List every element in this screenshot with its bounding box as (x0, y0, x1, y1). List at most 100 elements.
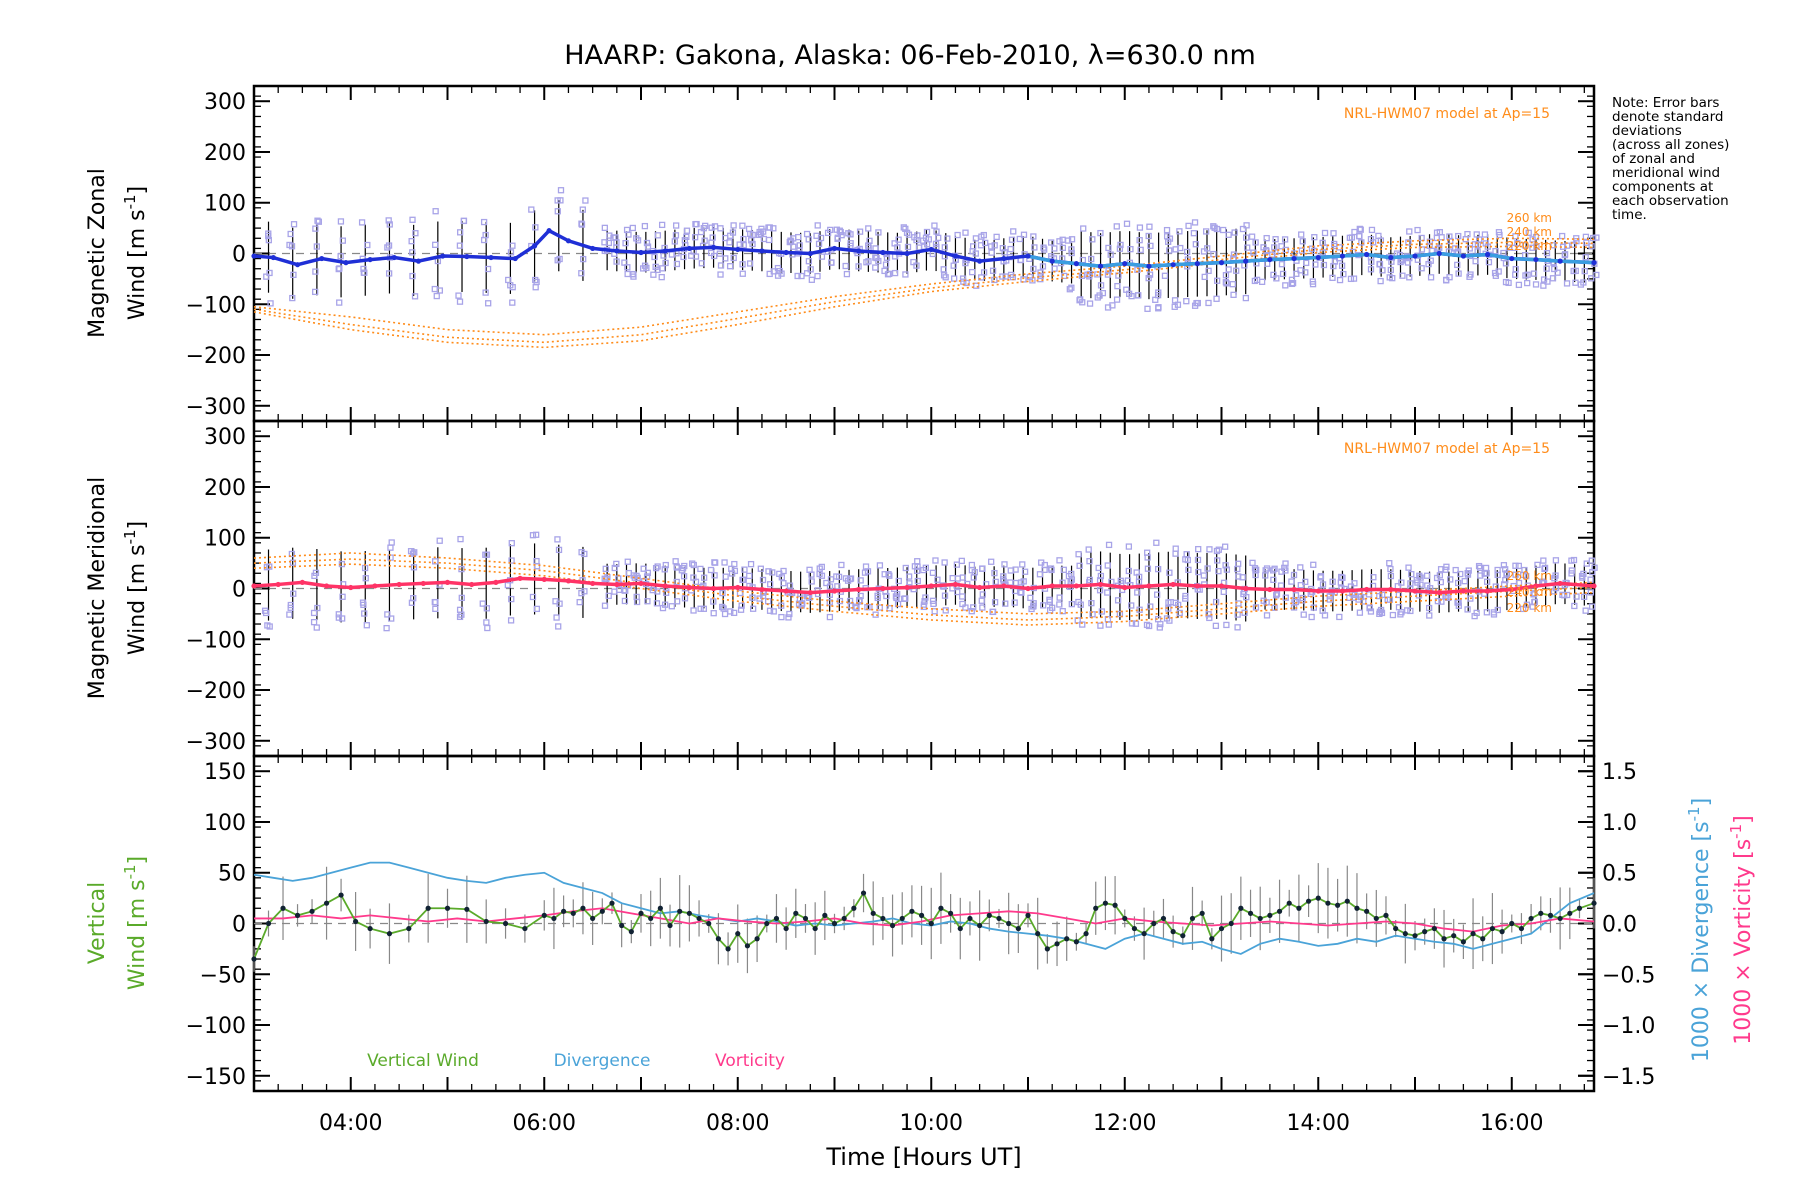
raw-point (1195, 568, 1202, 576)
raw-point (1203, 228, 1210, 235)
raw-point (554, 197, 561, 204)
raw-point (1379, 267, 1386, 274)
raw-point (1288, 276, 1296, 283)
raw-point (826, 599, 833, 606)
data-point (1267, 912, 1273, 918)
raw-point (1229, 281, 1236, 288)
raw-point (786, 582, 794, 589)
raw-point (1529, 244, 1536, 251)
raw-point (1481, 231, 1489, 238)
raw-point (1418, 246, 1426, 253)
raw-point (786, 610, 793, 618)
right-label-text: 1000 × Divergence (1689, 848, 1714, 1062)
data-point (1557, 258, 1563, 264)
raw-point (411, 549, 418, 556)
raw-point (1512, 571, 1519, 578)
raw-point (721, 559, 728, 566)
raw-point (1336, 613, 1343, 621)
data-point (904, 250, 910, 257)
note-line: meridional wind (1612, 165, 1720, 181)
raw-point (613, 258, 620, 265)
raw-point (1194, 556, 1202, 564)
raw-point (582, 197, 589, 204)
raw-point (962, 259, 969, 267)
raw-point (1446, 233, 1453, 240)
data-point (1509, 920, 1515, 927)
raw-point (507, 249, 515, 256)
raw-point (288, 243, 296, 250)
raw-point (739, 261, 746, 268)
raw-point (578, 221, 586, 228)
raw-point (1340, 270, 1347, 278)
data-point (352, 918, 359, 925)
raw-point (923, 228, 931, 236)
data-point (1364, 908, 1370, 914)
raw-point (838, 561, 845, 569)
raw-point (1243, 594, 1250, 601)
raw-point (1146, 271, 1154, 278)
raw-point (968, 567, 976, 574)
raw-point (1570, 267, 1577, 275)
y-axis-label-sub: Wind [m s-1] (121, 186, 150, 320)
data-point (759, 248, 765, 254)
raw-point (1300, 611, 1307, 618)
y-tick-label: −200 (186, 344, 246, 369)
raw-point (950, 262, 957, 269)
raw-point (1550, 588, 1558, 595)
y2-tick-label: −0.5 (1602, 963, 1655, 988)
raw-point (680, 573, 688, 580)
raw-point (1326, 593, 1333, 600)
data-point (1339, 588, 1346, 594)
raw-point (335, 265, 342, 273)
model-height-label: 240 km (1507, 225, 1552, 239)
raw-point (1394, 583, 1402, 590)
raw-point (1166, 569, 1173, 576)
data-point (444, 579, 451, 586)
raw-point (770, 225, 777, 232)
raw-point (654, 232, 662, 239)
raw-point (673, 563, 680, 570)
raw-point (1213, 547, 1221, 555)
raw-point (891, 240, 898, 247)
raw-point (876, 604, 883, 611)
data-point (338, 892, 344, 898)
data-point (1218, 260, 1225, 266)
data-point (406, 925, 412, 932)
raw-point (1414, 226, 1421, 234)
raw-point (386, 221, 393, 228)
data-point (1325, 900, 1331, 906)
raw-point (1512, 271, 1519, 278)
raw-point (1427, 274, 1435, 281)
note-line: Note: Error bars (1612, 95, 1719, 111)
legend-vorticity: Vorticity (715, 1051, 785, 1071)
raw-point (1030, 600, 1037, 607)
raw-point (1097, 282, 1105, 289)
x-tick-label: 16:00 (1480, 1111, 1543, 1136)
raw-point (922, 594, 929, 601)
data-point (938, 905, 944, 911)
raw-point (1125, 543, 1133, 550)
data-point (1509, 586, 1515, 593)
raw-point (482, 289, 489, 296)
raw-point (1184, 256, 1192, 263)
raw-point (1297, 582, 1304, 589)
y-axis-label-exp: -1 (121, 864, 139, 879)
raw-point (1370, 574, 1377, 581)
raw-point (1059, 236, 1066, 243)
raw-point (1116, 245, 1124, 252)
raw-point (834, 234, 841, 241)
raw-point (1234, 565, 1241, 573)
raw-point (902, 564, 909, 572)
y-axis-label-main: Vertical (85, 882, 110, 964)
raw-point (1523, 601, 1531, 608)
raw-point (1258, 278, 1266, 285)
raw-point (902, 225, 909, 232)
raw-point (1128, 292, 1135, 300)
raw-point (1097, 622, 1104, 629)
raw-point (1512, 562, 1519, 569)
raw-point (886, 605, 893, 612)
data-point (1151, 920, 1157, 927)
y2-tick-label: −1.5 (1602, 1065, 1655, 1090)
data-point (1335, 902, 1341, 908)
raw-point (310, 618, 318, 626)
